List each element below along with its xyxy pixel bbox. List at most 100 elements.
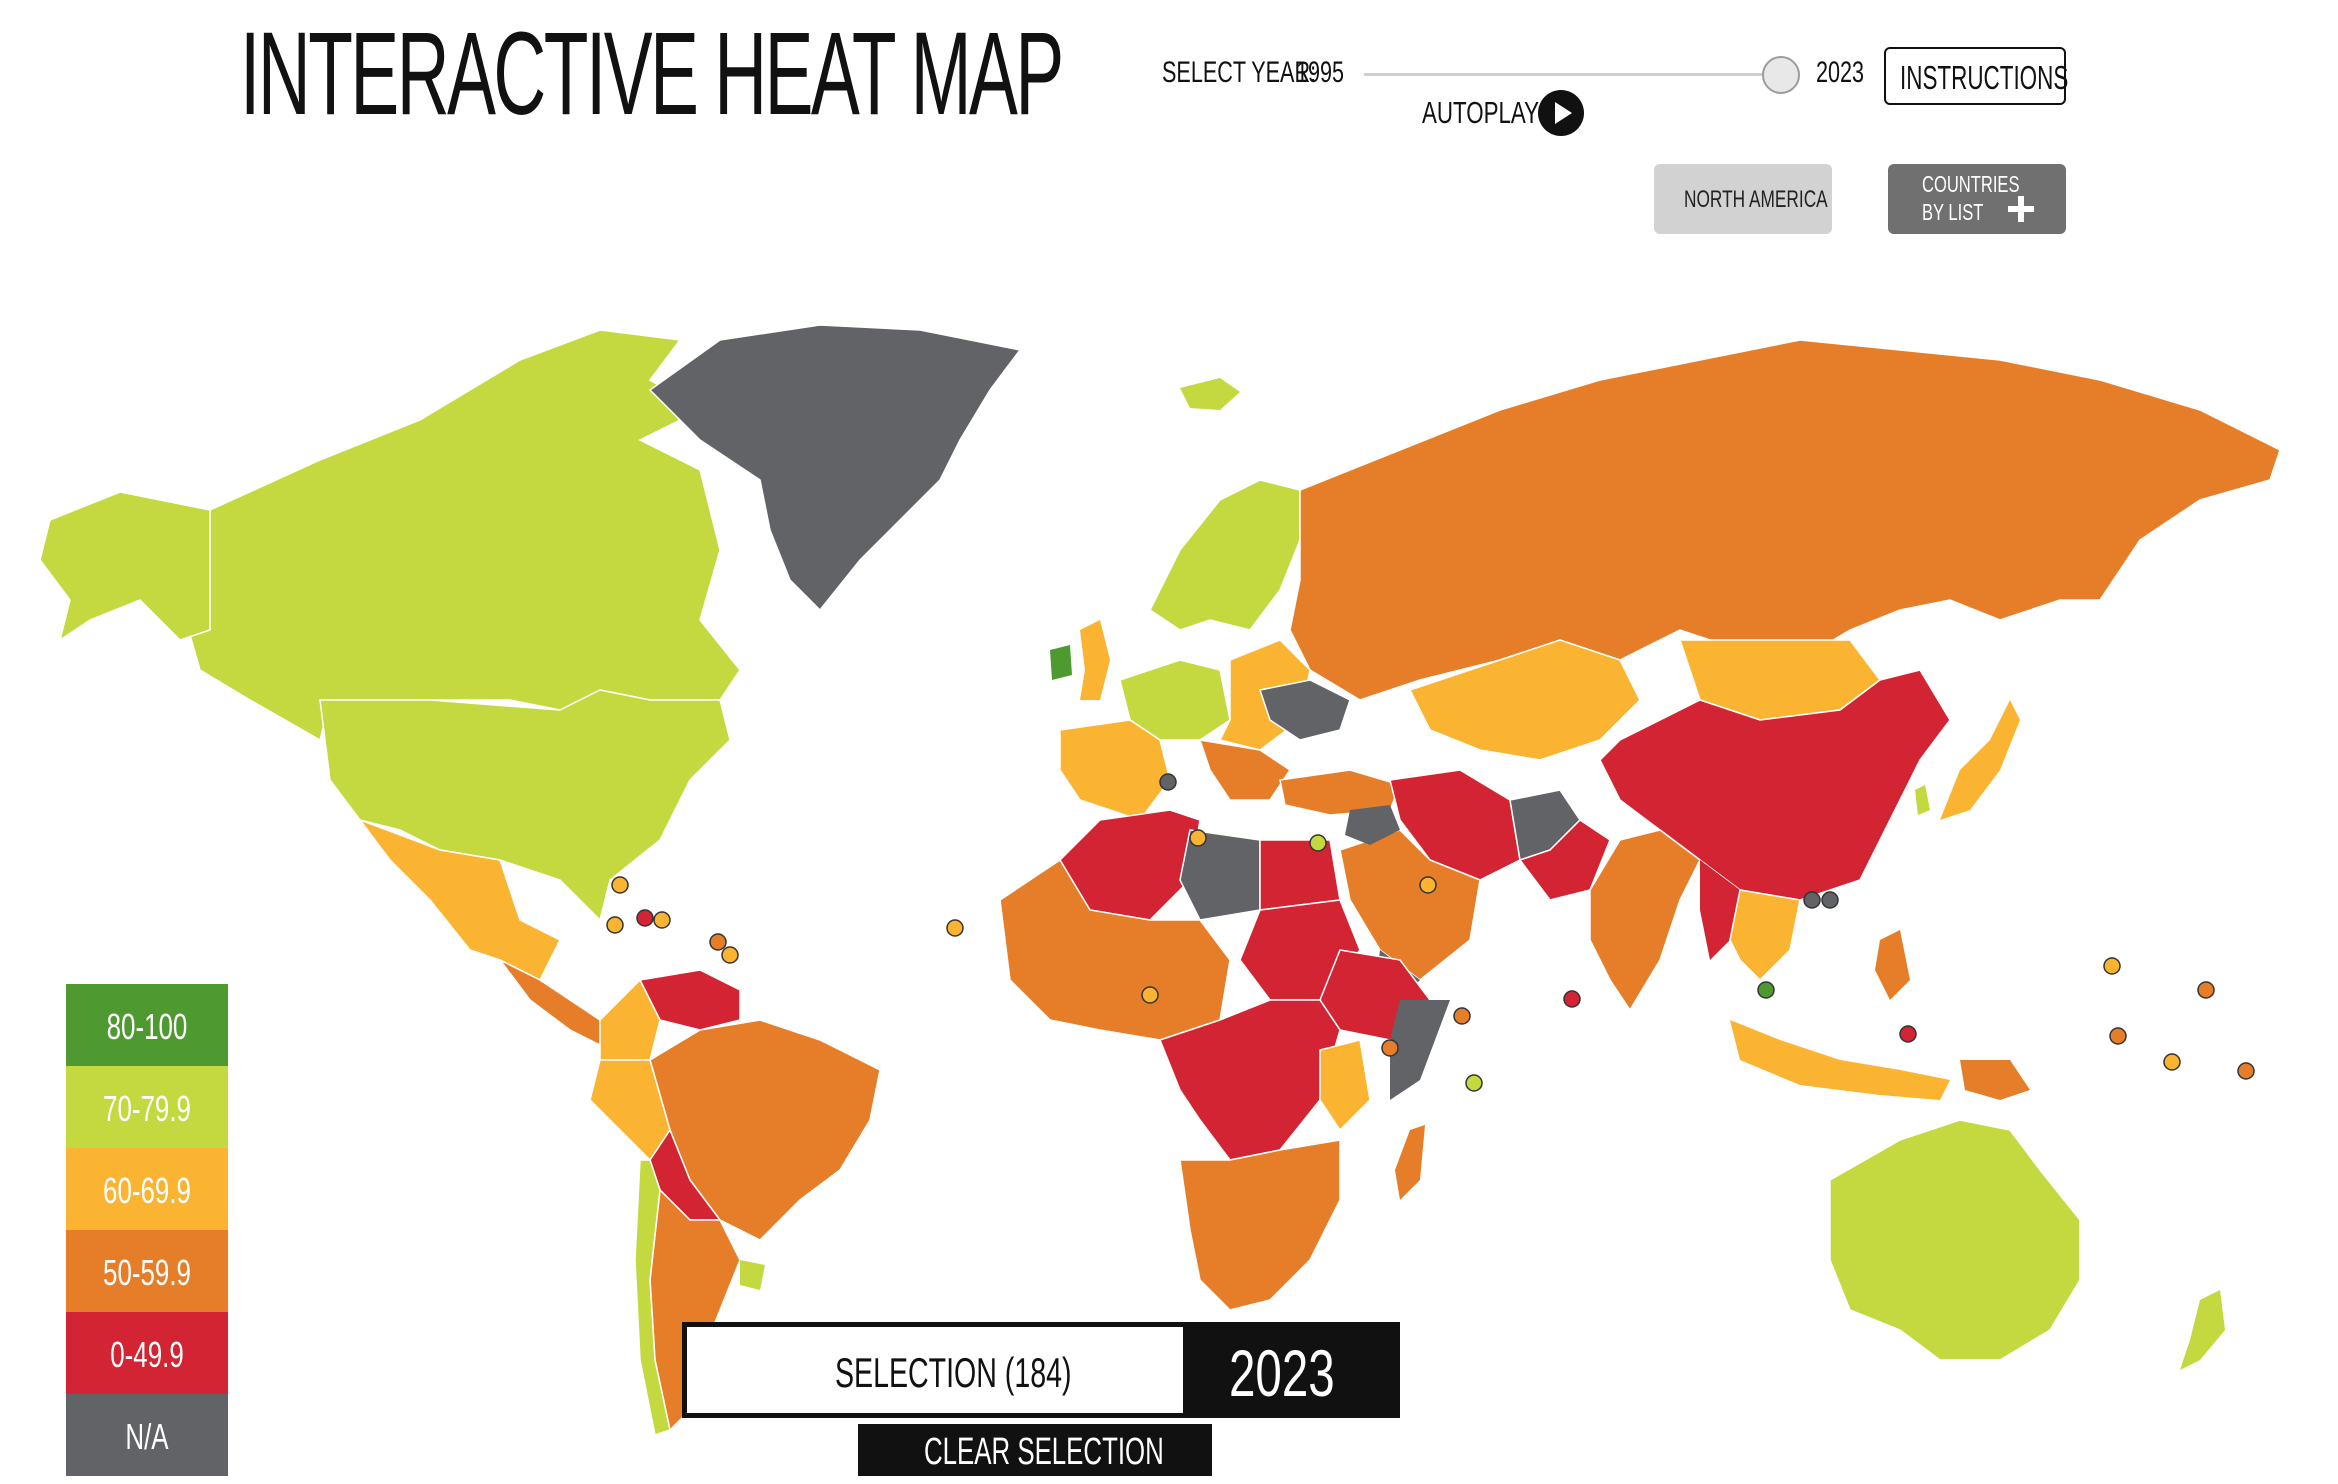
marker	[2197, 981, 2215, 999]
marker	[1309, 834, 1327, 852]
play-icon	[1555, 102, 1572, 124]
country-southeast-asia[interactable]	[1729, 889, 1801, 982]
marker	[1563, 990, 1581, 1008]
region-filter-button[interactable]: NORTH AMERICA	[1654, 164, 1832, 234]
country-philippines[interactable]	[1875, 930, 1910, 1000]
autoplay-label: AUTOPLAY	[1422, 95, 1540, 130]
marker	[1821, 891, 1839, 909]
page-title: INTERACTIVE HEAT MAP	[240, 8, 1064, 140]
country-india[interactable]	[1589, 829, 1701, 1012]
legend-label: 60-69.9	[103, 1170, 191, 1211]
year-slider-thumb[interactable]	[1762, 56, 1800, 94]
select-year-label: SELECT YEAR:	[1162, 56, 1317, 89]
marker	[2163, 1053, 2181, 1071]
world-heat-map[interactable]	[0, 300, 2338, 1450]
country-egypt[interactable]	[1259, 839, 1341, 911]
year-start-label: 1995	[1296, 56, 1345, 89]
country-myanmar[interactable]	[1700, 860, 1740, 960]
country-south-korea[interactable]	[1915, 785, 1930, 815]
autoplay-button[interactable]	[1538, 90, 1584, 136]
country-southern-africa[interactable]	[1179, 1139, 1341, 1311]
marker	[1189, 829, 1207, 847]
country-indonesia[interactable]	[1730, 1020, 1950, 1100]
marker	[2109, 1027, 2127, 1045]
countries-by-list-button[interactable]: COUNTRIES BY LIST	[1888, 164, 2066, 234]
country-russia[interactable]	[1289, 339, 2281, 701]
marker	[1419, 876, 1437, 894]
color-legend: 80-100 70-79.9 60-69.9 50-59.9 0-49.9 N/…	[66, 984, 228, 1476]
region-filter-label: NORTH AMERICA	[1684, 186, 1828, 213]
legend-label: 70-79.9	[103, 1088, 191, 1129]
selection-year-label: 2023	[1229, 1336, 1335, 1410]
clear-selection-button[interactable]: CLEAR SELECTION	[858, 1424, 1212, 1476]
country-iceland[interactable]	[1180, 378, 1240, 410]
selection-panel: SELECTION (184) 2023	[682, 1322, 1400, 1418]
country-canada[interactable]	[138, 329, 741, 742]
marker	[946, 919, 964, 937]
marker	[653, 911, 671, 929]
countries-by-list-label-line2: BY LIST	[1922, 199, 1984, 225]
country-saudi-arabia[interactable]	[1339, 829, 1481, 981]
marker	[1899, 1025, 1917, 1043]
marker	[1453, 1007, 1471, 1025]
legend-label: N/A	[125, 1416, 169, 1457]
country-usa[interactable]	[319, 689, 731, 922]
marker	[636, 909, 654, 927]
country-west-africa[interactable]	[999, 858, 1231, 1041]
marker	[1803, 891, 1821, 909]
country-usa-alaska[interactable]	[39, 491, 211, 642]
country-new-zealand[interactable]	[2180, 1290, 2225, 1370]
country-china[interactable]	[1599, 669, 1951, 901]
marker	[1465, 1074, 1483, 1092]
country-uk[interactable]	[1080, 620, 1110, 700]
country-pakistan[interactable]	[1518, 819, 1611, 901]
small-country-markers[interactable]	[606, 773, 2255, 1092]
marker	[2103, 957, 2121, 975]
country-iraq[interactable]	[1345, 805, 1400, 845]
country-libya[interactable]	[1179, 829, 1261, 921]
marker	[1757, 981, 1775, 999]
countries-by-list-label: COUNTRIES	[1922, 171, 2020, 197]
marker	[709, 933, 727, 951]
legend-item-na: N/A	[66, 1394, 228, 1476]
country-kazakhstan[interactable]	[1408, 639, 1641, 761]
country-ukraine[interactable]	[1259, 679, 1351, 741]
selection-year-box: 2023	[1183, 1327, 1395, 1413]
legend-label: 0-49.9	[110, 1334, 184, 1375]
country-uruguay[interactable]	[740, 1260, 765, 1290]
legend-item-0-49: 0-49.9	[66, 1312, 228, 1394]
country-east-africa[interactable]	[1319, 1039, 1371, 1132]
instructions-button[interactable]: INSTRUCTIONS	[1884, 47, 2069, 105]
country-france-spain[interactable]	[1059, 719, 1171, 821]
country-somalia[interactable]	[1390, 1000, 1450, 1100]
legend-item-50-59: 50-59.9	[66, 1230, 228, 1312]
year-slider-track[interactable]	[1364, 73, 1784, 76]
legend-item-80-100: 80-100	[66, 984, 228, 1066]
country-madagascar[interactable]	[1395, 1125, 1425, 1200]
legend-item-70-79: 70-79.9	[66, 1066, 228, 1148]
country-scandinavia[interactable]	[1149, 479, 1301, 631]
marker	[1159, 773, 1177, 791]
marker	[1381, 1039, 1399, 1057]
year-end-label: 2023	[1816, 56, 1865, 89]
country-greenland[interactable]	[648, 324, 1022, 612]
legend-label: 80-100	[106, 1006, 188, 1047]
legend-item-60-69: 60-69.9	[66, 1148, 228, 1230]
marker	[606, 916, 624, 934]
country-ireland[interactable]	[1050, 645, 1072, 680]
marker	[611, 876, 629, 894]
legend-label: 50-59.9	[103, 1252, 191, 1293]
clear-selection-label: CLEAR SELECTION	[924, 1431, 1164, 1473]
country-iran[interactable]	[1389, 769, 1521, 881]
marker	[1141, 986, 1159, 1004]
country-papua-new-guinea[interactable]	[1960, 1060, 2030, 1100]
marker	[2237, 1062, 2255, 1080]
country-balkans[interactable]	[1198, 739, 1292, 801]
country-australia[interactable]	[1829, 1119, 2081, 1361]
marker	[721, 946, 739, 964]
instructions-label: INSTRUCTIONS	[1900, 59, 2069, 96]
country-chile[interactable]	[634, 1159, 671, 1436]
selection-count-label: SELECTION (184)	[835, 1349, 1072, 1396]
plus-icon	[2008, 196, 2034, 222]
country-japan[interactable]	[1940, 700, 2020, 820]
